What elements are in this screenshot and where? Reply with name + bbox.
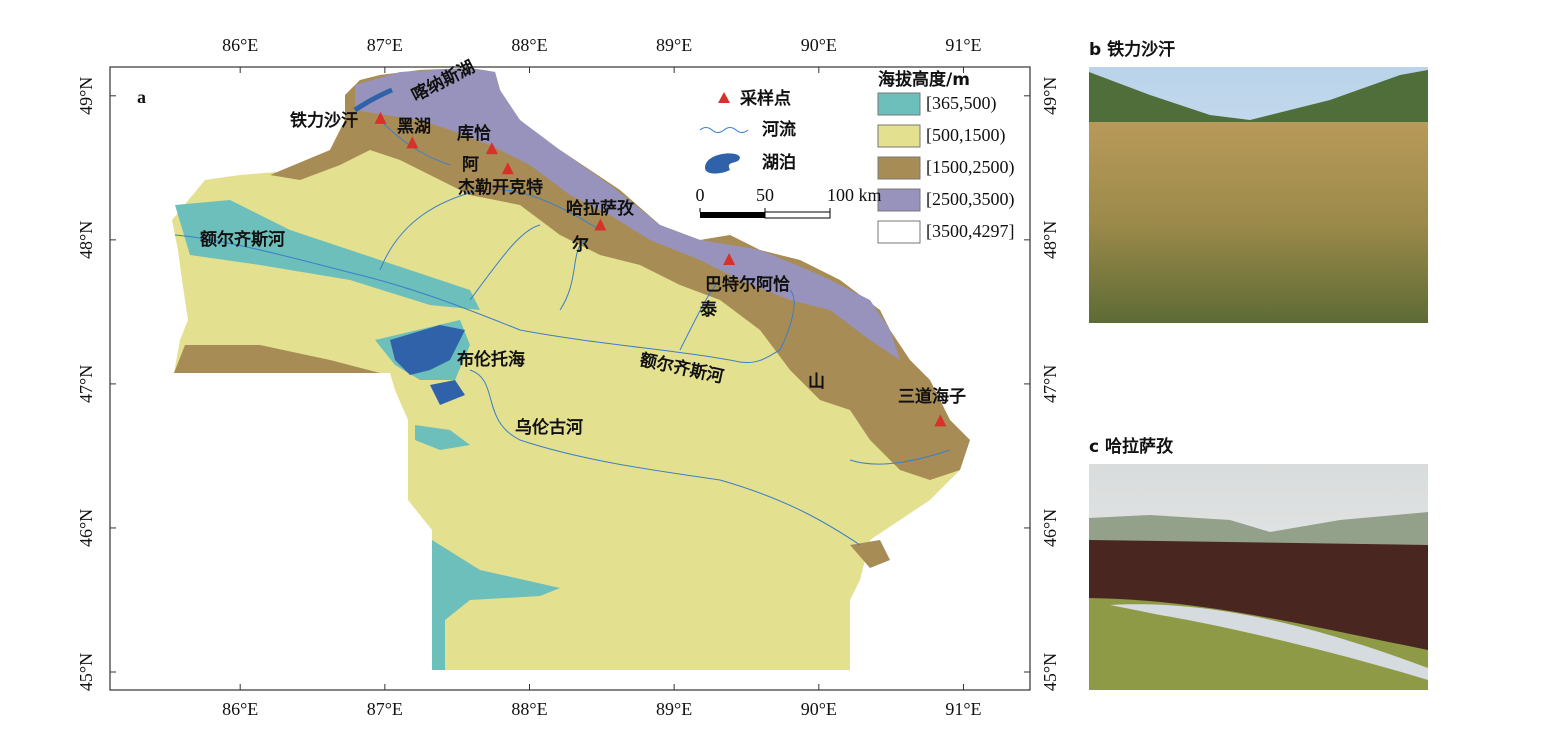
scale-label: 50 xyxy=(756,185,774,205)
place-label: 尔 xyxy=(572,234,589,255)
legend-swatch xyxy=(877,92,921,116)
y-tick-label: 48°N xyxy=(1040,221,1060,259)
elevation-zone xyxy=(415,425,470,450)
place-label: 阿 xyxy=(462,155,479,175)
panel-caption: b 铁力沙汗 xyxy=(1089,39,1175,60)
panel-caption: c 哈拉萨孜 xyxy=(1089,436,1174,457)
panel-label: a xyxy=(137,87,146,107)
photo-b xyxy=(1089,67,1428,323)
sampling-site xyxy=(501,162,514,175)
elevation-zone xyxy=(175,200,480,310)
y-tick-label: 47°N xyxy=(1040,365,1060,403)
place-label: 乌伦古河 xyxy=(515,417,583,438)
photo-grass xyxy=(1089,122,1428,323)
lake xyxy=(390,325,465,375)
elevation-zone xyxy=(355,68,900,360)
y-tick-label: 47°N xyxy=(76,365,96,403)
rivers xyxy=(174,119,951,546)
place-label: 额尔齐斯河 xyxy=(200,229,285,250)
x-tick-label: 87°E xyxy=(367,35,403,55)
legend-swatch xyxy=(877,220,921,244)
elevation-zone xyxy=(850,540,890,568)
sampling-site xyxy=(374,111,387,124)
legend-label: [2500,3500) xyxy=(926,189,1015,210)
sampling-site xyxy=(934,414,947,427)
legend-label: [1500,2500) xyxy=(926,157,1015,178)
legend-swatch xyxy=(877,188,921,212)
place-label: 库恰 xyxy=(457,123,491,144)
y-tick-label: 48°N xyxy=(76,221,96,259)
legend-label: [365,500) xyxy=(926,93,997,114)
legend-label: 采样点 xyxy=(739,88,791,109)
sampling-site xyxy=(485,142,498,155)
elevation-zone xyxy=(174,345,380,373)
place-label: 巴特尔阿恰 xyxy=(705,274,790,295)
elevation-zone xyxy=(172,68,970,670)
photo-grass xyxy=(1089,598,1428,690)
place-label: 铁力沙汗 xyxy=(290,110,358,131)
x-tick-label: 91°E xyxy=(945,699,981,719)
place-label: 山 xyxy=(808,372,825,392)
sampling-site xyxy=(723,253,736,266)
place-label: 黑湖 xyxy=(397,117,431,137)
x-tick-label: 86°E xyxy=(222,35,258,55)
y-tick-label: 46°N xyxy=(76,509,96,547)
y-tick-label: 45°N xyxy=(76,653,96,691)
place-label: 布伦托海 xyxy=(457,349,525,370)
legend-label: 湖泊 xyxy=(762,153,796,173)
legend: 海拔高度/m xyxy=(699,69,970,174)
legend-label: [3500,4297] xyxy=(926,221,1015,241)
legend-label: 河流 xyxy=(762,119,796,140)
place-label: 三道海子 xyxy=(898,386,966,407)
map: a xyxy=(109,66,1031,691)
legend-title: 海拔高度/m xyxy=(878,69,970,90)
legend-symbol xyxy=(718,92,730,103)
scale-label: 0 xyxy=(696,185,705,205)
x-tick-label: 86°E xyxy=(222,699,258,719)
x-tick-label: 91°E xyxy=(945,35,981,55)
photo-c xyxy=(1089,464,1428,690)
scale-bar xyxy=(764,211,831,219)
y-tick-label: 49°N xyxy=(1040,77,1060,115)
x-tick-label: 88°E xyxy=(511,699,547,719)
photo-hills xyxy=(1089,70,1428,125)
x-tick-label: 90°E xyxy=(801,35,837,55)
legend-symbol xyxy=(705,153,740,174)
sampling-site xyxy=(406,136,419,149)
scale-label: 100 km xyxy=(827,185,882,205)
legend-label: [500,1500) xyxy=(926,125,1006,146)
legend-swatch xyxy=(877,156,921,180)
x-tick-label: 89°E xyxy=(656,699,692,719)
x-tick-label: 90°E xyxy=(801,699,837,719)
scale-bar xyxy=(700,212,765,218)
place-label: 泰 xyxy=(700,299,718,320)
x-tick-label: 88°E xyxy=(511,35,547,55)
place-label: 杰勒开克特 xyxy=(458,177,543,198)
legend-symbol xyxy=(699,127,749,133)
elevation-zone xyxy=(432,540,560,670)
sampling-site xyxy=(594,218,607,231)
place-label: 哈拉萨孜 xyxy=(566,198,635,219)
legend-swatch xyxy=(877,124,921,148)
y-tick-label: 49°N xyxy=(76,77,96,115)
y-tick-label: 46°N xyxy=(1040,509,1060,547)
elevation-zone xyxy=(270,68,970,480)
y-tick-label: 45°N xyxy=(1040,653,1060,691)
lake xyxy=(353,87,393,113)
lake xyxy=(430,380,465,405)
x-tick-label: 89°E xyxy=(656,35,692,55)
x-tick-label: 87°E xyxy=(367,699,403,719)
